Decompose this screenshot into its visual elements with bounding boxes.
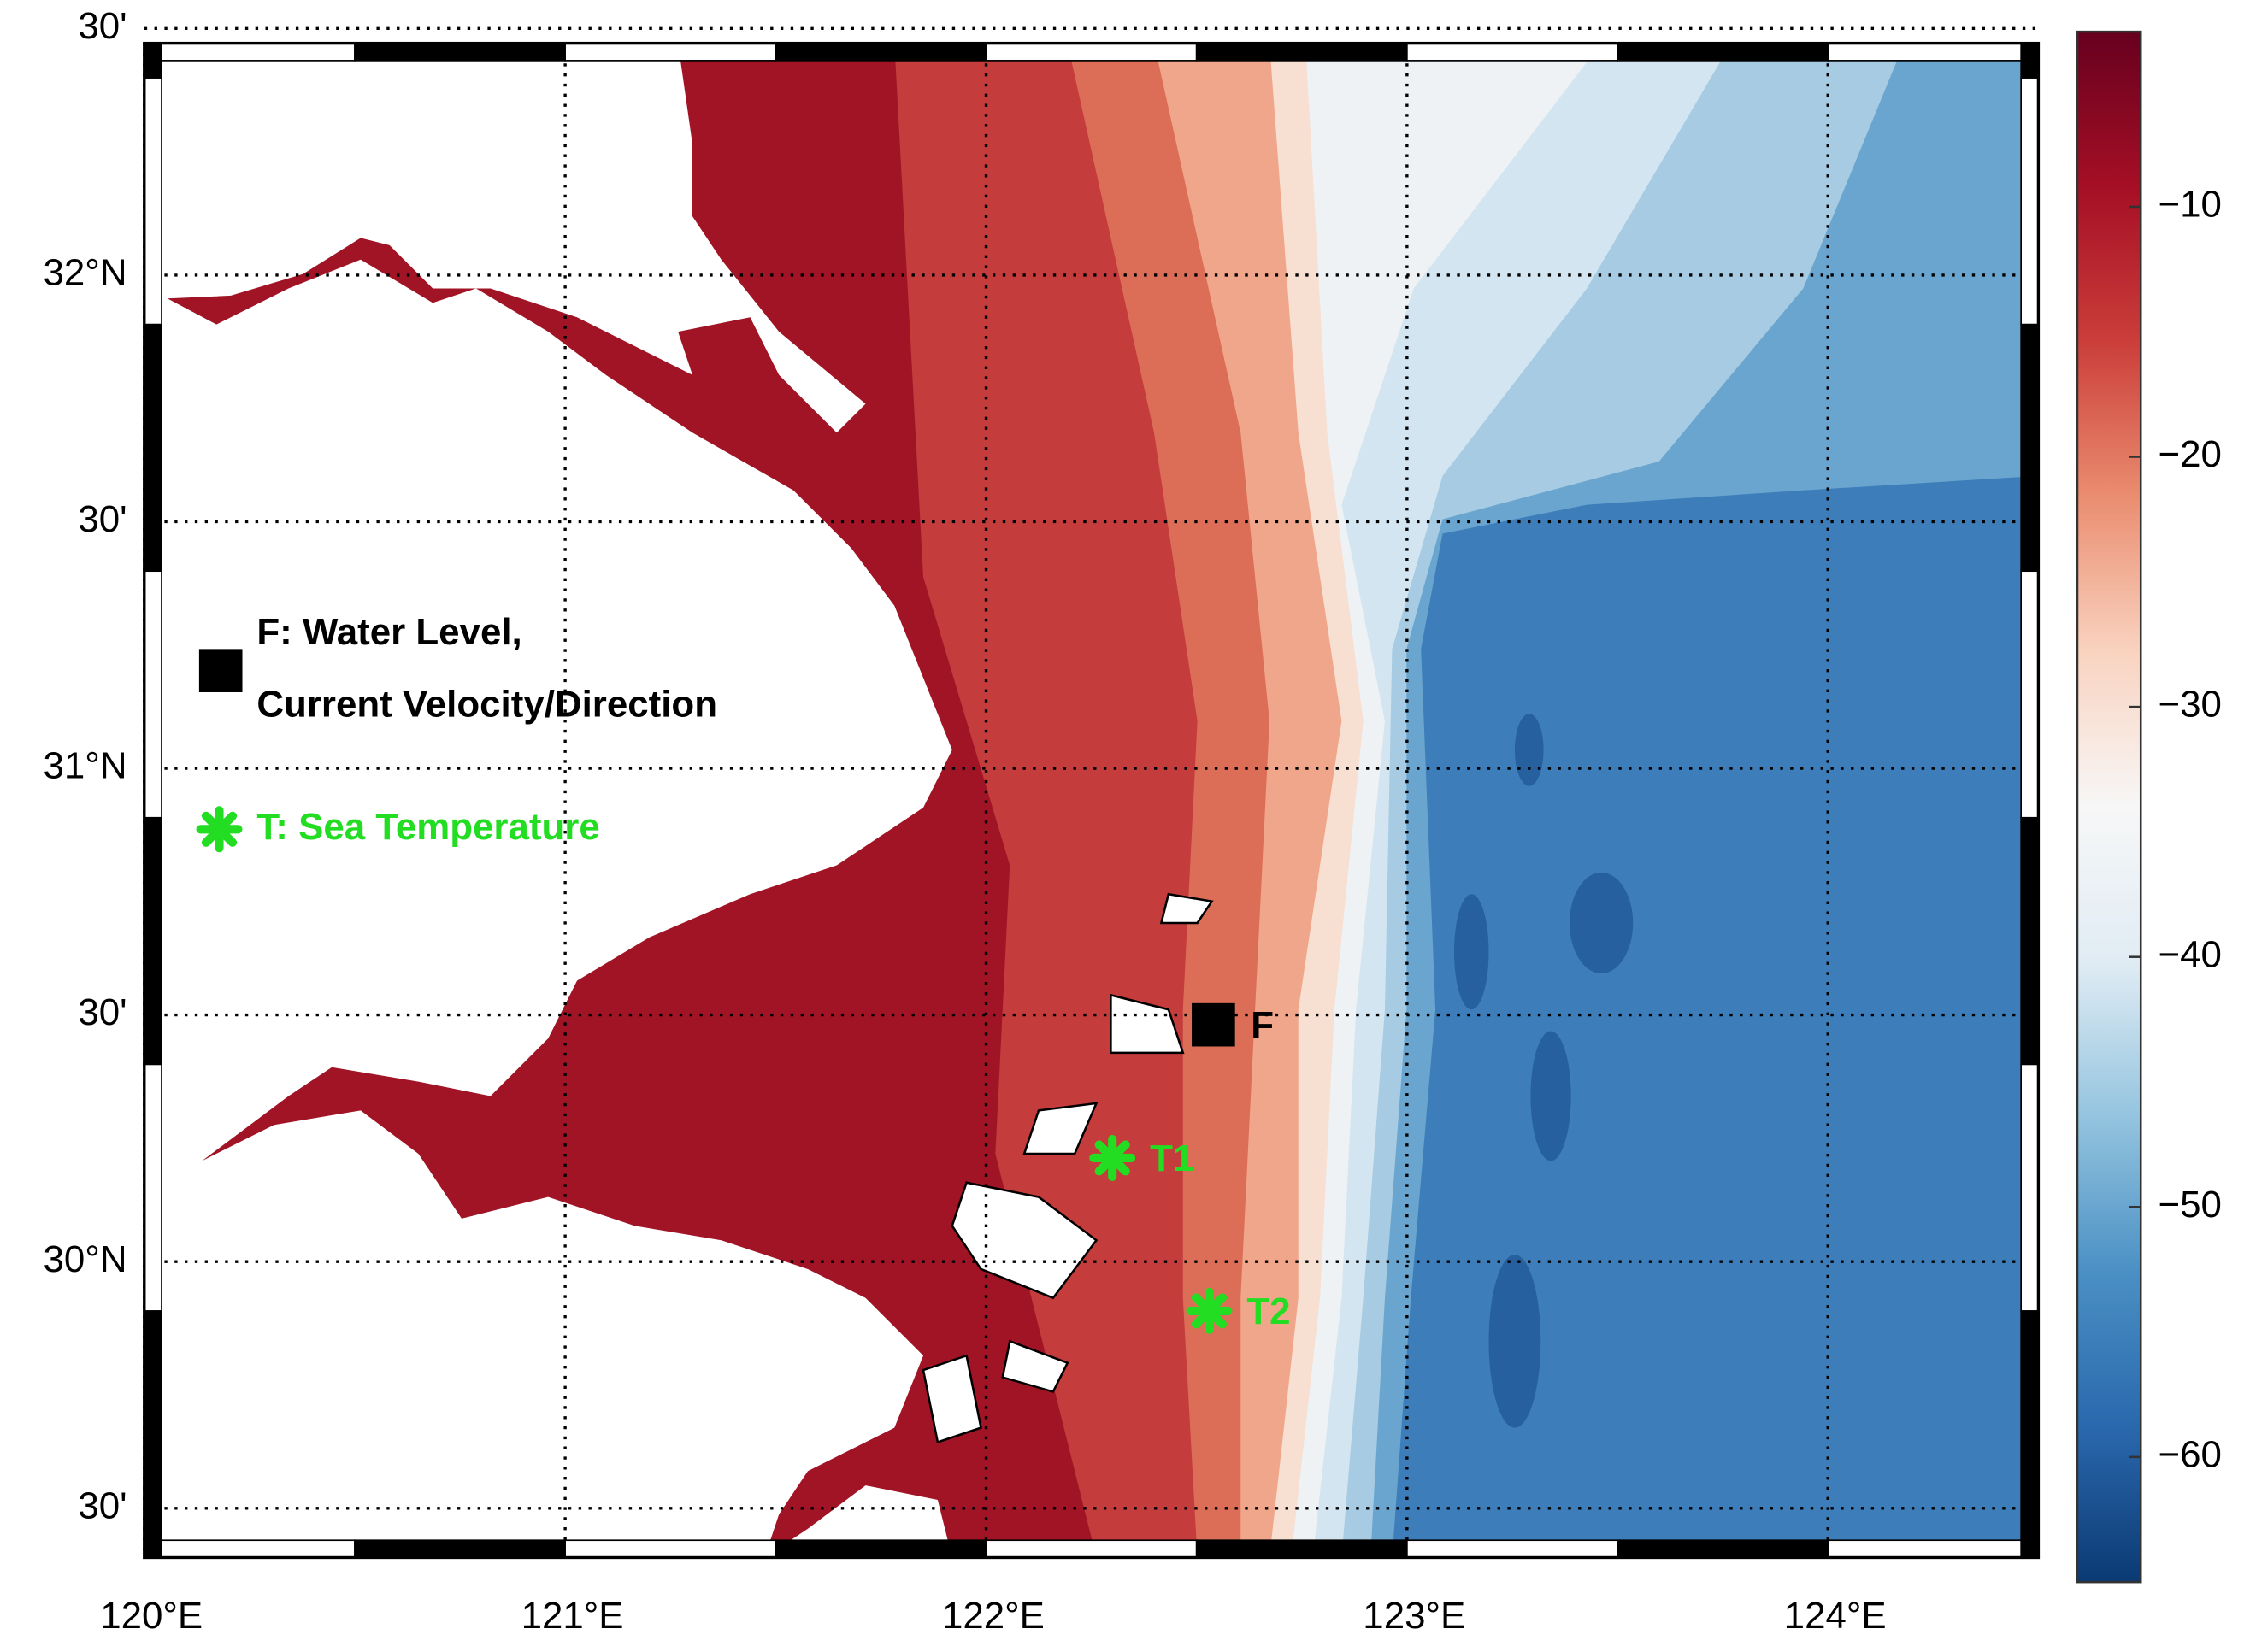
border-segment xyxy=(2020,77,2040,326)
border-segment xyxy=(2020,323,2040,573)
grid xyxy=(143,26,2039,1558)
colorbar-tick-label: −30 xyxy=(2158,684,2221,726)
border-segment xyxy=(775,1539,987,1559)
border-segment xyxy=(1195,42,1408,62)
station xyxy=(1192,1002,1235,1047)
border-segment xyxy=(1617,1539,1829,1559)
colorbar-tick-label: −60 xyxy=(2158,1433,2221,1475)
deep-patch xyxy=(1569,872,1634,974)
island xyxy=(922,1354,982,1444)
stations: F T1 T2 xyxy=(1089,1002,1291,1334)
border-segment xyxy=(1406,1539,1618,1559)
colorbar: −10 −20 −30 −40 −50 −60 xyxy=(2076,30,2222,1584)
y-tick-label: 30' xyxy=(78,5,127,47)
border-segment xyxy=(143,816,162,1066)
deep-patch xyxy=(1488,1255,1541,1428)
x-tick-label: 124°E xyxy=(1784,1595,1887,1637)
colorbar-tick-label: −40 xyxy=(2158,933,2221,975)
border-segment xyxy=(143,42,162,79)
station-label: T1 xyxy=(1150,1138,1193,1179)
x-tick-label: 122°E xyxy=(942,1595,1045,1637)
border-segment xyxy=(143,570,162,819)
island xyxy=(1001,1339,1069,1393)
legend-label: T: Sea Temperature xyxy=(256,806,599,848)
deep-patch xyxy=(1453,894,1489,1010)
island xyxy=(1022,1102,1099,1155)
colorbar-scale xyxy=(2076,30,2142,1584)
bathymetry-field xyxy=(167,43,2039,1558)
border-segment xyxy=(1617,42,1829,62)
station-label: T2 xyxy=(1246,1290,1290,1332)
deep-patch xyxy=(1530,1031,1571,1161)
x-tick-label: 120°E xyxy=(100,1595,203,1637)
border-segment xyxy=(1827,1539,2040,1559)
station-label: F xyxy=(1251,1004,1274,1046)
station xyxy=(1089,1134,1136,1181)
border-segment xyxy=(985,1539,1198,1559)
y-tick-label: 30' xyxy=(78,1484,127,1526)
depth-band xyxy=(1392,475,2039,1558)
station-marker-stroke xyxy=(1094,1140,1130,1176)
border-segment xyxy=(2020,42,2040,79)
border-segment xyxy=(2020,570,2040,819)
border-segment xyxy=(1406,42,1618,62)
border-segment xyxy=(985,42,1198,62)
border-segment xyxy=(354,1539,566,1559)
border-segment xyxy=(1827,42,2040,62)
island xyxy=(1159,892,1214,925)
y-tick-label: 30' xyxy=(78,498,127,540)
colorbar-tick-label: −10 xyxy=(2158,184,2221,226)
y-tick-label: 30°N xyxy=(44,1238,127,1280)
legend: F: Water Level, Current Velocity/Directio… xyxy=(196,611,717,853)
station xyxy=(1186,1287,1233,1334)
island xyxy=(951,1181,1099,1300)
station-marker-stroke xyxy=(1191,1293,1228,1329)
y-tick-label: 30' xyxy=(78,991,127,1033)
frame-border xyxy=(143,41,2041,1560)
border-segment xyxy=(143,77,162,326)
station-marker xyxy=(1192,1002,1235,1047)
border-segment xyxy=(2020,1310,2040,1559)
frame xyxy=(143,41,2041,1560)
border-segment xyxy=(564,1539,777,1559)
border-segment xyxy=(143,42,356,62)
border-segment xyxy=(143,1063,162,1312)
legend-label: F: Water Level, xyxy=(256,611,521,653)
border-segment xyxy=(354,42,566,62)
legend-marker xyxy=(198,649,243,692)
tick-labels: 120°E 121°E 122°E 123°E 124°E 30' 32°N 30' 31°N 3… xyxy=(44,5,1887,1637)
border-segment xyxy=(2020,1063,2040,1312)
deep-patch xyxy=(1514,714,1544,786)
y-tick-label: 31°N xyxy=(44,745,127,787)
legend-label: Current Velocity/Direction xyxy=(256,683,717,725)
border-segment xyxy=(143,1310,162,1559)
colorbar-tick-label: −50 xyxy=(2158,1184,2221,1226)
x-tick-label: 123°E xyxy=(1363,1595,1465,1637)
colorbar-tick-label: −20 xyxy=(2158,433,2221,475)
border-segment xyxy=(143,323,162,573)
border-segment xyxy=(1195,1539,1408,1559)
border-segment xyxy=(564,42,777,62)
border-segment xyxy=(775,42,987,62)
border-segment xyxy=(2020,816,2040,1066)
border-segment xyxy=(143,1539,356,1559)
x-tick-label: 121°E xyxy=(521,1595,624,1637)
island xyxy=(1110,993,1185,1055)
legend-marker-stroke xyxy=(201,811,238,847)
y-tick-label: 32°N xyxy=(44,251,127,293)
